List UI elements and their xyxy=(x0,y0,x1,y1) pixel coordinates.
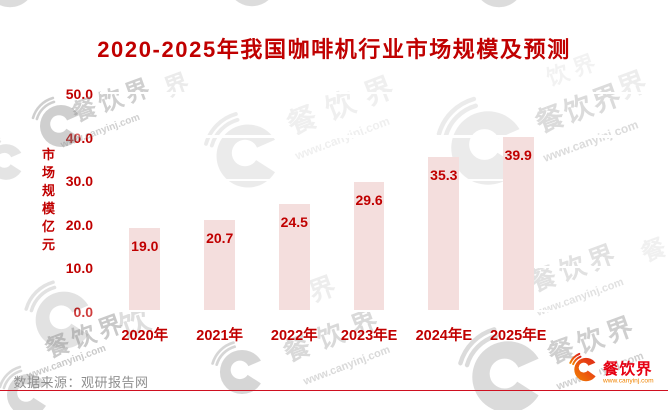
svg-text:餐饮界: 餐饮界 xyxy=(602,359,653,378)
svg-text:界: 界 xyxy=(161,69,193,103)
svg-text:餐: 餐 xyxy=(638,234,668,268)
svg-text:www.canyinj.com: www.canyinj.com xyxy=(602,378,654,385)
svg-text:饮界: 饮界 xyxy=(542,48,604,91)
svg-text:界: 界 xyxy=(305,271,340,308)
svg-text:餐饮界: 餐饮界 xyxy=(69,74,157,128)
